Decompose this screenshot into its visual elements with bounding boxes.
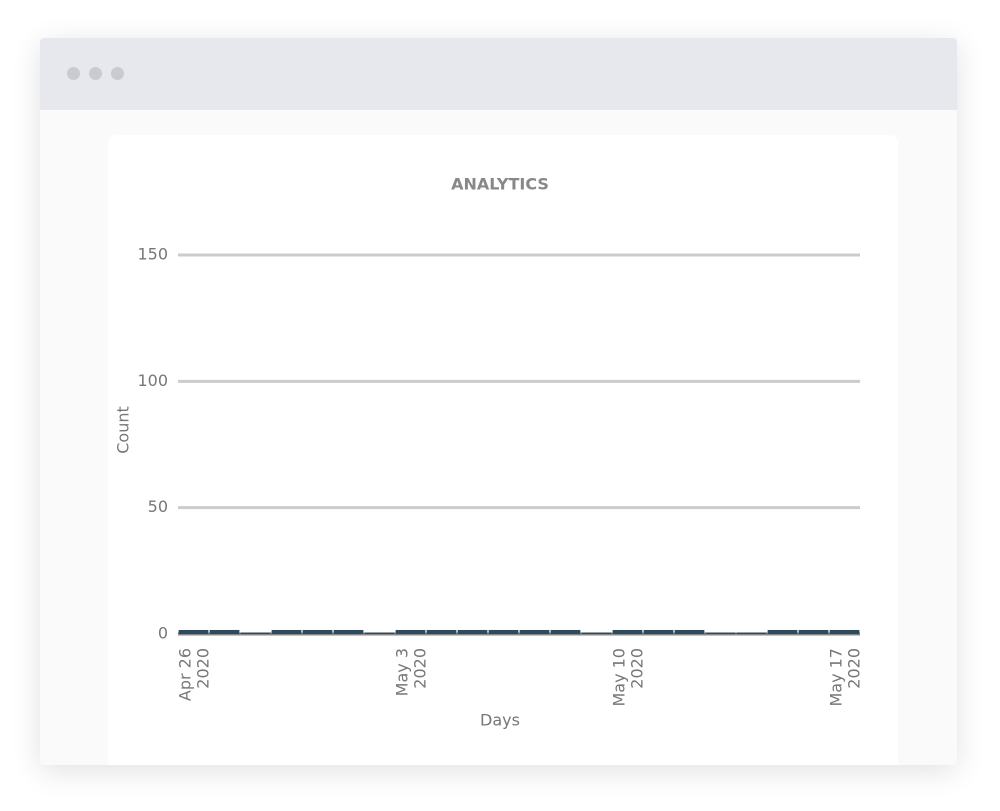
y-tick-label: 150	[137, 245, 168, 264]
y-tick-label: 50	[148, 497, 168, 516]
title-bar	[40, 38, 957, 110]
chart-card	[108, 135, 898, 765]
x-axis-label: Days	[480, 711, 520, 730]
chart-title: ANALYTICS	[451, 175, 549, 194]
bar	[364, 632, 395, 634]
bar	[271, 629, 302, 634]
bar	[519, 629, 550, 634]
bar	[395, 629, 426, 634]
x-tick-label: May 172020	[826, 648, 863, 707]
bar	[798, 629, 829, 634]
bar	[767, 629, 798, 634]
bar	[426, 629, 457, 634]
bar	[612, 629, 643, 634]
bar	[829, 629, 860, 634]
bar	[457, 629, 488, 634]
bar	[581, 632, 612, 634]
bar	[643, 629, 674, 634]
window-dot	[89, 67, 102, 80]
y-tick-label: 100	[137, 371, 168, 390]
window-dot	[111, 67, 124, 80]
bar	[488, 629, 519, 634]
bar	[674, 629, 705, 634]
window-dot	[67, 67, 80, 80]
x-tick-label: May 32020	[392, 648, 429, 696]
bar	[302, 629, 333, 634]
window	[40, 38, 957, 765]
bar	[550, 629, 581, 634]
bar	[178, 629, 209, 634]
bar	[736, 632, 767, 634]
y-axis-label: Count	[114, 406, 133, 454]
x-tick-label: Apr 262020	[175, 648, 212, 701]
bar	[240, 632, 271, 634]
bar	[705, 632, 736, 634]
bar	[209, 629, 240, 634]
bar	[333, 629, 364, 634]
x-tick-label: May 102020	[609, 648, 646, 707]
y-tick-label: 0	[158, 624, 168, 643]
